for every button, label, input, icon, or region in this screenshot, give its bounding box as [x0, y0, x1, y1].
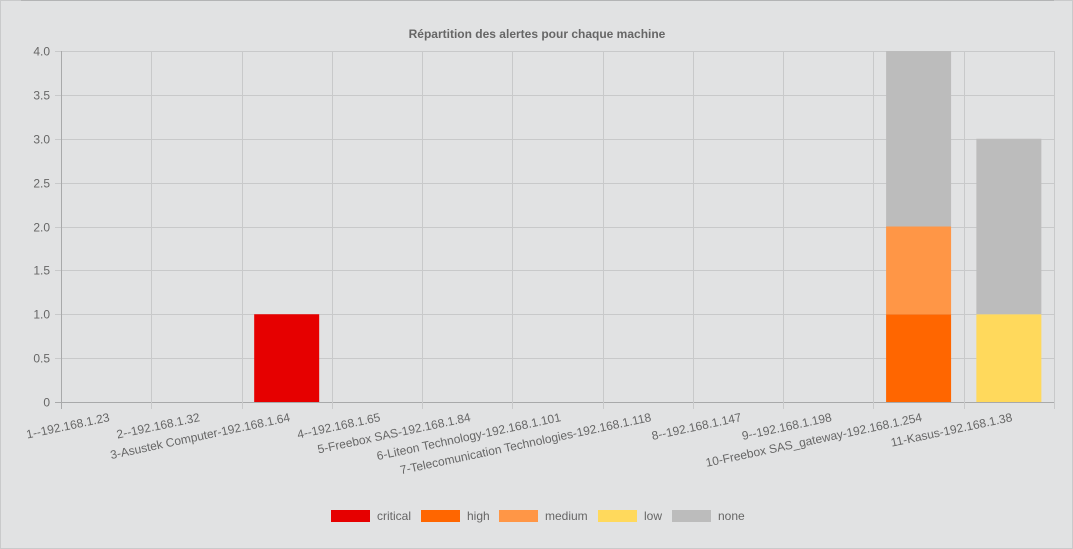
y-tick-label: 2.5	[33, 177, 50, 191]
bar-none-11	[976, 138, 1042, 315]
y-axis-ticks: 0 0.5 1.0 1.5 2.0 2.5 3.0 3.5 4.0	[33, 45, 50, 410]
y-tick-label: 4.0	[33, 45, 50, 59]
legend-swatch	[672, 510, 711, 522]
legend-swatch	[598, 510, 637, 522]
bar-none-10	[886, 51, 952, 227]
legend: critical high medium low none	[331, 509, 745, 523]
legend-swatch	[331, 510, 370, 522]
legend-item-critical[interactable]: critical	[331, 509, 411, 523]
y-tick-label: 3.5	[33, 89, 50, 103]
legend-item-none[interactable]: none	[672, 509, 745, 523]
bar-low-11	[976, 314, 1042, 402]
x-tick-label: 8--192.168.1.147	[650, 410, 743, 443]
panel-top-border	[21, 0, 1054, 1]
y-tick-label: 1.0	[33, 308, 50, 322]
y-tick-label: 2.0	[33, 221, 50, 235]
legend-item-low[interactable]: low	[598, 509, 662, 523]
chart-title: Répartition des alertes pour chaque mach…	[409, 27, 666, 41]
legend-label: medium	[545, 509, 588, 523]
bar-high-10	[886, 314, 952, 402]
y-tick-label: 0	[43, 396, 50, 410]
legend-label: low	[644, 509, 662, 523]
x-axis-ticks: 1--192.168.1.23 2--192.168.1.323-Asustek …	[25, 410, 1014, 477]
legend-item-medium[interactable]: medium	[499, 509, 588, 523]
y-tick-label: 1.5	[33, 264, 50, 278]
bar-medium-10	[886, 226, 952, 315]
bars-group	[254, 51, 1042, 402]
bar-critical-3	[254, 314, 320, 402]
y-tick-label: 0.5	[33, 352, 50, 366]
legend-swatch	[499, 510, 538, 522]
legend-label: critical	[377, 509, 411, 523]
legend-swatch	[421, 510, 460, 522]
y-tick-label: 3.0	[33, 133, 50, 147]
legend-item-high[interactable]: high	[421, 509, 490, 523]
x-tick-label: 1--192.168.1.23	[25, 410, 111, 441]
legend-label: none	[718, 509, 745, 523]
legend-label: high	[467, 509, 490, 523]
